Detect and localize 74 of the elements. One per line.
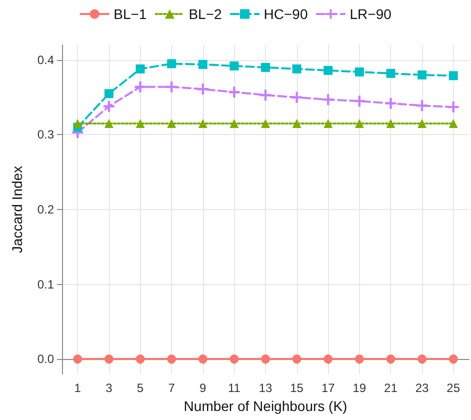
point — [103, 100, 114, 112]
point — [104, 354, 114, 364]
legend-label: HC−90 — [264, 6, 308, 22]
point — [354, 96, 365, 107]
x-tick-label: 17 — [321, 381, 336, 395]
point — [386, 354, 396, 364]
point — [448, 102, 459, 113]
point — [167, 59, 176, 68]
point — [292, 354, 302, 364]
point — [292, 119, 302, 128]
point — [416, 100, 428, 112]
x-tick-label: 3 — [106, 381, 113, 395]
point — [292, 64, 302, 74]
point — [448, 119, 458, 128]
point — [104, 89, 114, 98]
point — [228, 86, 240, 98]
x-tick-label: 23 — [415, 381, 430, 395]
point — [167, 354, 176, 364]
x-tick-label: 5 — [136, 381, 144, 395]
point — [418, 70, 427, 80]
point — [418, 354, 427, 364]
point — [354, 354, 364, 364]
x-tick-label: 11 — [228, 381, 241, 395]
x-tick-label: 1 — [74, 381, 82, 395]
legend-label: BL−2 — [188, 6, 222, 22]
point — [166, 81, 178, 92]
point — [354, 119, 364, 128]
x-axis-title: Number of Neighbours (K) — [184, 398, 348, 414]
point — [136, 119, 145, 128]
y-tick-label: 0.3 — [37, 128, 54, 142]
point — [261, 62, 270, 72]
y-tick-label: 0.2 — [37, 202, 54, 216]
legend-label: LR−90 — [350, 6, 392, 22]
y-tick-label: 0.1 — [37, 277, 54, 292]
point — [104, 119, 114, 128]
y-tick-label: 0.4 — [37, 52, 54, 67]
point — [198, 354, 208, 364]
point — [261, 354, 270, 364]
point — [73, 354, 82, 364]
point — [136, 64, 145, 74]
point — [354, 67, 364, 76]
point — [260, 90, 271, 101]
point — [448, 71, 458, 80]
point — [324, 66, 333, 75]
point — [385, 98, 396, 109]
point — [197, 84, 208, 95]
point — [136, 354, 145, 364]
point — [134, 81, 146, 92]
x-tick-label: 19 — [352, 381, 366, 395]
point — [230, 119, 239, 128]
point — [291, 92, 302, 103]
point — [167, 119, 176, 128]
point — [324, 119, 333, 128]
x-tick-label: 13 — [258, 381, 272, 395]
point — [448, 354, 458, 364]
y-axis-title: Jaccard Index — [9, 166, 25, 254]
point — [322, 94, 334, 106]
point — [198, 119, 208, 128]
point — [261, 119, 270, 128]
point — [386, 68, 396, 78]
x-tick-label: 25 — [446, 381, 460, 395]
x-tick-label: 21 — [384, 381, 398, 395]
x-tick-label: 7 — [168, 381, 176, 395]
point — [230, 354, 239, 364]
point — [73, 119, 82, 128]
x-tick-label: 9 — [200, 381, 207, 395]
y-tick-label: 0.0 — [37, 352, 54, 366]
point — [198, 60, 208, 69]
legend-label: BL−1 — [114, 6, 147, 22]
point — [386, 119, 396, 128]
point — [324, 354, 333, 364]
point — [230, 61, 239, 70]
point — [418, 119, 427, 128]
x-tick-label: 15 — [290, 381, 304, 395]
